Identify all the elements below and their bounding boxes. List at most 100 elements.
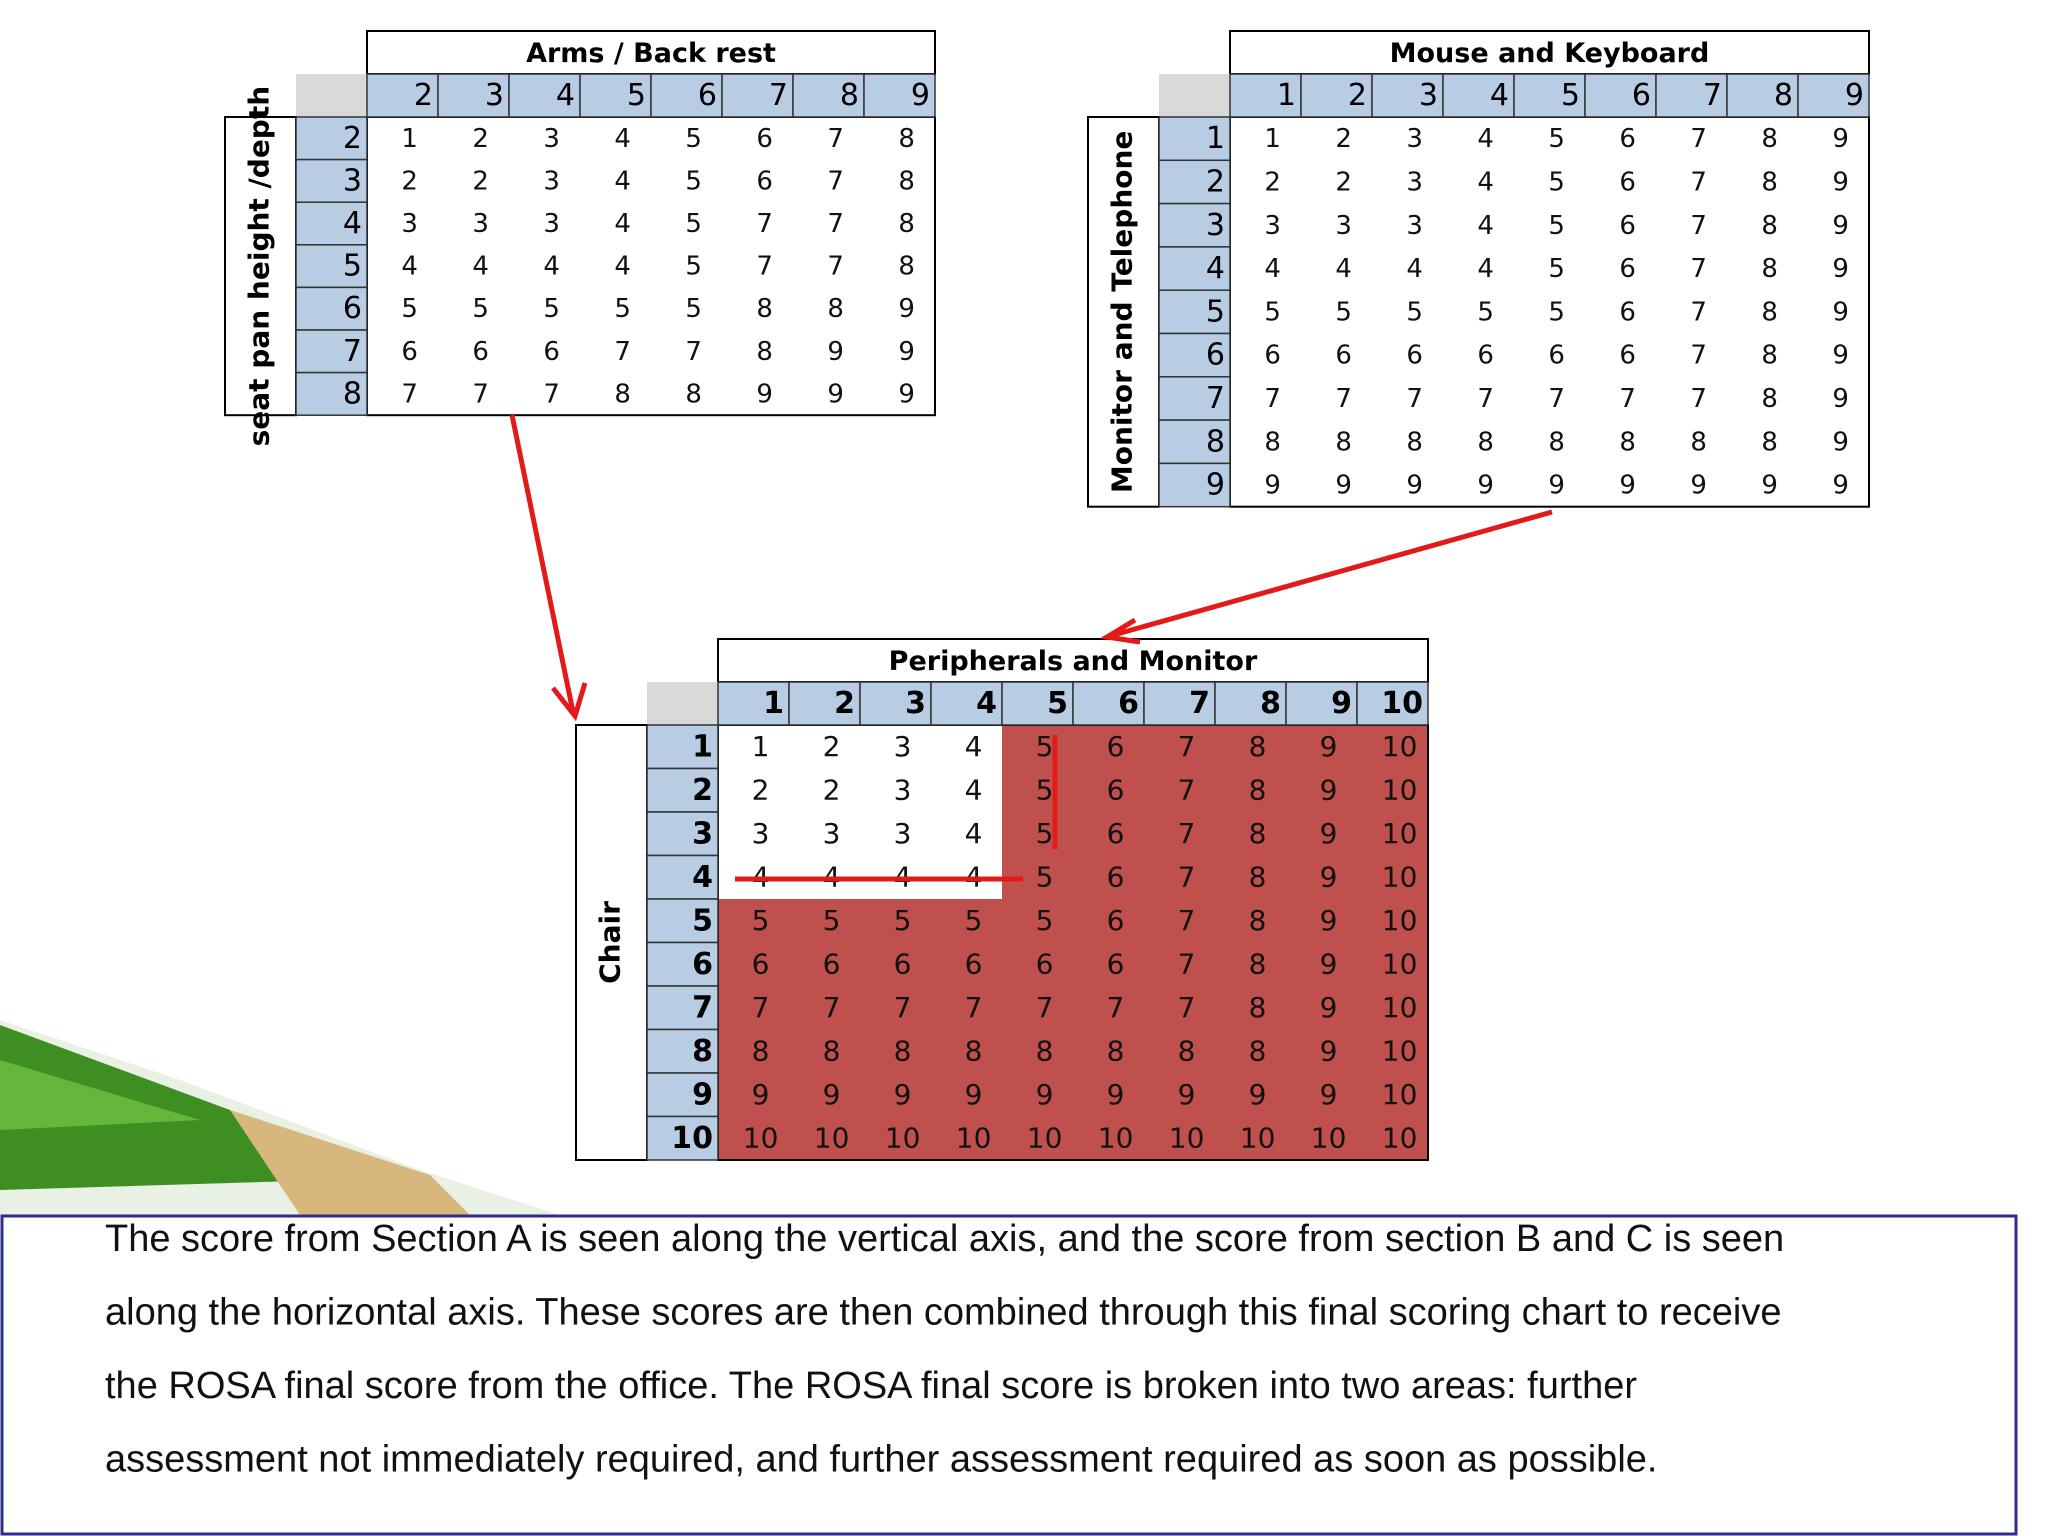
row-header-cell <box>646 724 719 770</box>
row-header-cell <box>295 329 368 374</box>
cell-value: 5 <box>614 294 631 324</box>
column-header: 4 <box>556 78 575 113</box>
cell-value: 7 <box>756 209 773 239</box>
highlight-cell <box>1215 1116 1287 1161</box>
highlight-cell <box>860 1073 932 1117</box>
cell-value: 7 <box>1107 991 1125 1024</box>
column-header: 10 <box>1381 686 1423 721</box>
cell-value: 8 <box>898 166 915 196</box>
column-header: 8 <box>1774 78 1793 113</box>
cell-value: 7 <box>752 991 770 1024</box>
arrow-head <box>551 682 588 722</box>
cell-value: 5 <box>685 209 702 239</box>
column-header-cell <box>366 73 439 118</box>
cell-value: 6 <box>1107 904 1125 937</box>
cell-value: 9 <box>1320 773 1338 806</box>
cell-value: 9 <box>756 379 773 409</box>
cell-value: 9 <box>1832 471 1849 501</box>
cell-value: 5 <box>894 904 912 937</box>
cell-value: 6 <box>1335 341 1352 371</box>
cell-value: 4 <box>1335 254 1352 284</box>
paragraph-line: along the horizontal axis. These scores … <box>105 1292 1781 1334</box>
cell-value: 3 <box>894 817 912 850</box>
cell-value: 9 <box>1320 860 1338 893</box>
row-header: 4 <box>343 206 362 241</box>
cell-value: 3 <box>752 817 770 850</box>
column-header: 6 <box>698 78 717 113</box>
highlight-cell <box>1073 986 1145 1030</box>
cell-value: 8 <box>1335 427 1352 457</box>
column-header: 7 <box>769 78 788 113</box>
row-header-cell <box>1158 159 1231 205</box>
cell-value: 5 <box>543 294 560 324</box>
paragraph: The score from Section A is seen along t… <box>105 1218 1784 1481</box>
cell-value: 9 <box>1832 254 1849 284</box>
cell-value: 6 <box>965 947 983 980</box>
paragraph-line: the ROSA final score from the office. Th… <box>105 1365 1637 1407</box>
row-header: 1 <box>1206 121 1225 156</box>
column-header: 4 <box>976 686 997 721</box>
cell-value: 10 <box>1382 1034 1418 1067</box>
cell-value: 7 <box>1690 167 1707 197</box>
column-header-cell <box>1072 681 1145 726</box>
highlight-cell <box>789 1073 861 1117</box>
cell-value: 7 <box>827 209 844 239</box>
row-header-cell <box>646 985 719 1031</box>
column-header-cell <box>508 73 581 118</box>
cell-value: 9 <box>1690 471 1707 501</box>
cell-value: 10 <box>1382 860 1418 893</box>
cell-value: 7 <box>1690 384 1707 414</box>
highlight-cell <box>1357 899 1429 943</box>
cell-value: 7 <box>965 991 983 1024</box>
cell-value: 2 <box>1335 167 1352 197</box>
cell-value: 8 <box>1249 991 1267 1024</box>
cell-value: 7 <box>614 337 631 367</box>
cell-value: 8 <box>1761 167 1778 197</box>
row-header: 8 <box>692 1034 713 1069</box>
row-label: Chair <box>594 901 627 984</box>
paragraph-line: assessment not immediately required, and… <box>105 1439 1657 1481</box>
cell-value: 3 <box>894 730 912 763</box>
cell-value: 5 <box>752 904 770 937</box>
highlight-cell <box>1002 942 1074 987</box>
cell-value: 9 <box>1832 427 1849 457</box>
cell-value: 8 <box>827 294 844 324</box>
highlight-cell <box>1215 812 1287 856</box>
cell-value: 9 <box>1320 1078 1338 1111</box>
highlight-cell <box>1144 812 1216 856</box>
cell-value: 6 <box>1107 947 1125 980</box>
cell-value: 7 <box>1178 860 1196 893</box>
cell-value: 2 <box>823 730 841 763</box>
row-label-cell <box>575 724 648 1161</box>
cell-value: 6 <box>1406 341 1423 371</box>
cell-value: 4 <box>965 817 983 850</box>
column-header: 4 <box>1490 78 1509 113</box>
cell-value: 7 <box>1690 124 1707 154</box>
cell-value: 3 <box>1406 211 1423 241</box>
cell-value: 8 <box>1249 860 1267 893</box>
highlight-cell <box>1286 986 1358 1030</box>
cell-value: 8 <box>1548 427 1565 457</box>
highlight-cell <box>931 1116 1003 1161</box>
cell-value: 4 <box>1406 254 1423 284</box>
highlight-cell <box>718 942 790 987</box>
cell-value: 9 <box>1832 384 1849 414</box>
row-header: 2 <box>343 121 362 156</box>
column-header: 3 <box>485 78 504 113</box>
cell-value: 7 <box>1036 991 1054 1024</box>
paragraph-line: The score from Section A is seen along t… <box>105 1218 1784 1260</box>
cell-value: 9 <box>898 294 915 324</box>
cell-value: 9 <box>827 337 844 367</box>
column-header: 8 <box>1260 686 1281 721</box>
row-header: 6 <box>1206 338 1225 373</box>
cell-value: 3 <box>543 124 560 154</box>
highlight-cell <box>1002 725 1074 769</box>
cell-value: 7 <box>756 252 773 282</box>
column-header-cell <box>863 73 936 118</box>
highlight-cell <box>860 899 932 943</box>
cell-value: 8 <box>1249 904 1267 937</box>
highlight-cell <box>1073 855 1145 900</box>
row-header-cell <box>646 1072 719 1118</box>
cell-value: 7 <box>1335 384 1352 414</box>
row-header-cell <box>1158 332 1231 378</box>
